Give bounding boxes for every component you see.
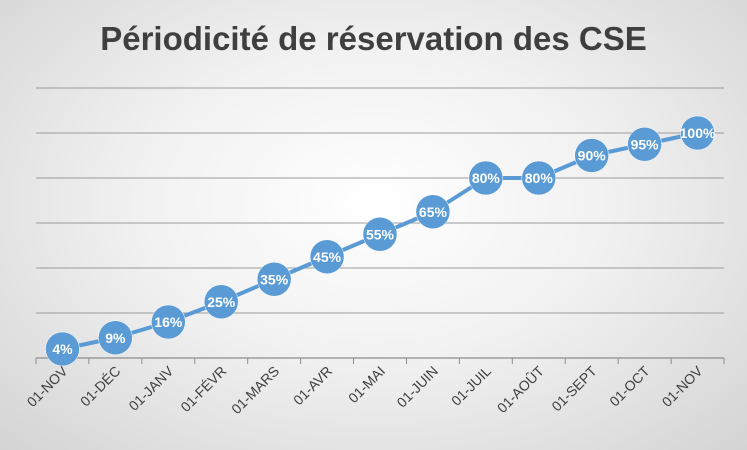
data-point [627, 127, 662, 162]
data-label: 45% [313, 249, 342, 265]
x-tick-label: 01-NOV [24, 362, 72, 410]
data-label: 55% [366, 226, 395, 242]
data-label: 9% [105, 330, 126, 346]
data-label: 65% [419, 204, 448, 220]
x-tick-label: 01-DÉC [77, 363, 124, 410]
x-tick-label: 01-MAI [345, 363, 388, 406]
x-tick-label: 01-OCT [606, 362, 653, 409]
data-label: 95% [631, 136, 660, 152]
x-tick-label: 01-NOV [659, 362, 707, 410]
data-label: 80% [472, 170, 501, 186]
data-point [415, 194, 451, 229]
data-label: 25% [207, 294, 236, 310]
data-point [468, 160, 504, 196]
x-tick-label: 01-FÉVR [177, 363, 229, 415]
data-point [256, 262, 292, 297]
data-point [151, 304, 186, 340]
data-point [574, 138, 609, 173]
x-tick-label: 01-JUIN [393, 363, 441, 411]
data-label: 16% [154, 314, 183, 330]
x-tick-label: 01-JANV [125, 362, 176, 413]
x-tick-label: 01-SEPT [548, 362, 600, 414]
data-label: 80% [525, 170, 554, 186]
data-point [362, 217, 398, 252]
data-label: 90% [578, 148, 607, 164]
data-point [680, 115, 715, 151]
data-point [203, 284, 239, 319]
x-tick-label: 01-AVR [290, 363, 335, 408]
data-label: 100% [680, 125, 716, 141]
x-tick-label: 01-JUIL [448, 363, 494, 409]
data-label: 4% [52, 341, 73, 357]
data-point [45, 331, 80, 367]
chart-title: Périodicité de réservation des CSE [100, 20, 647, 57]
data-point [309, 239, 345, 274]
x-tick-label: 01-AOÛT [494, 362, 547, 415]
data-point [98, 320, 133, 355]
x-tick-label: 01-MARS [228, 363, 282, 417]
data-point [521, 160, 557, 196]
data-label: 35% [260, 271, 289, 287]
